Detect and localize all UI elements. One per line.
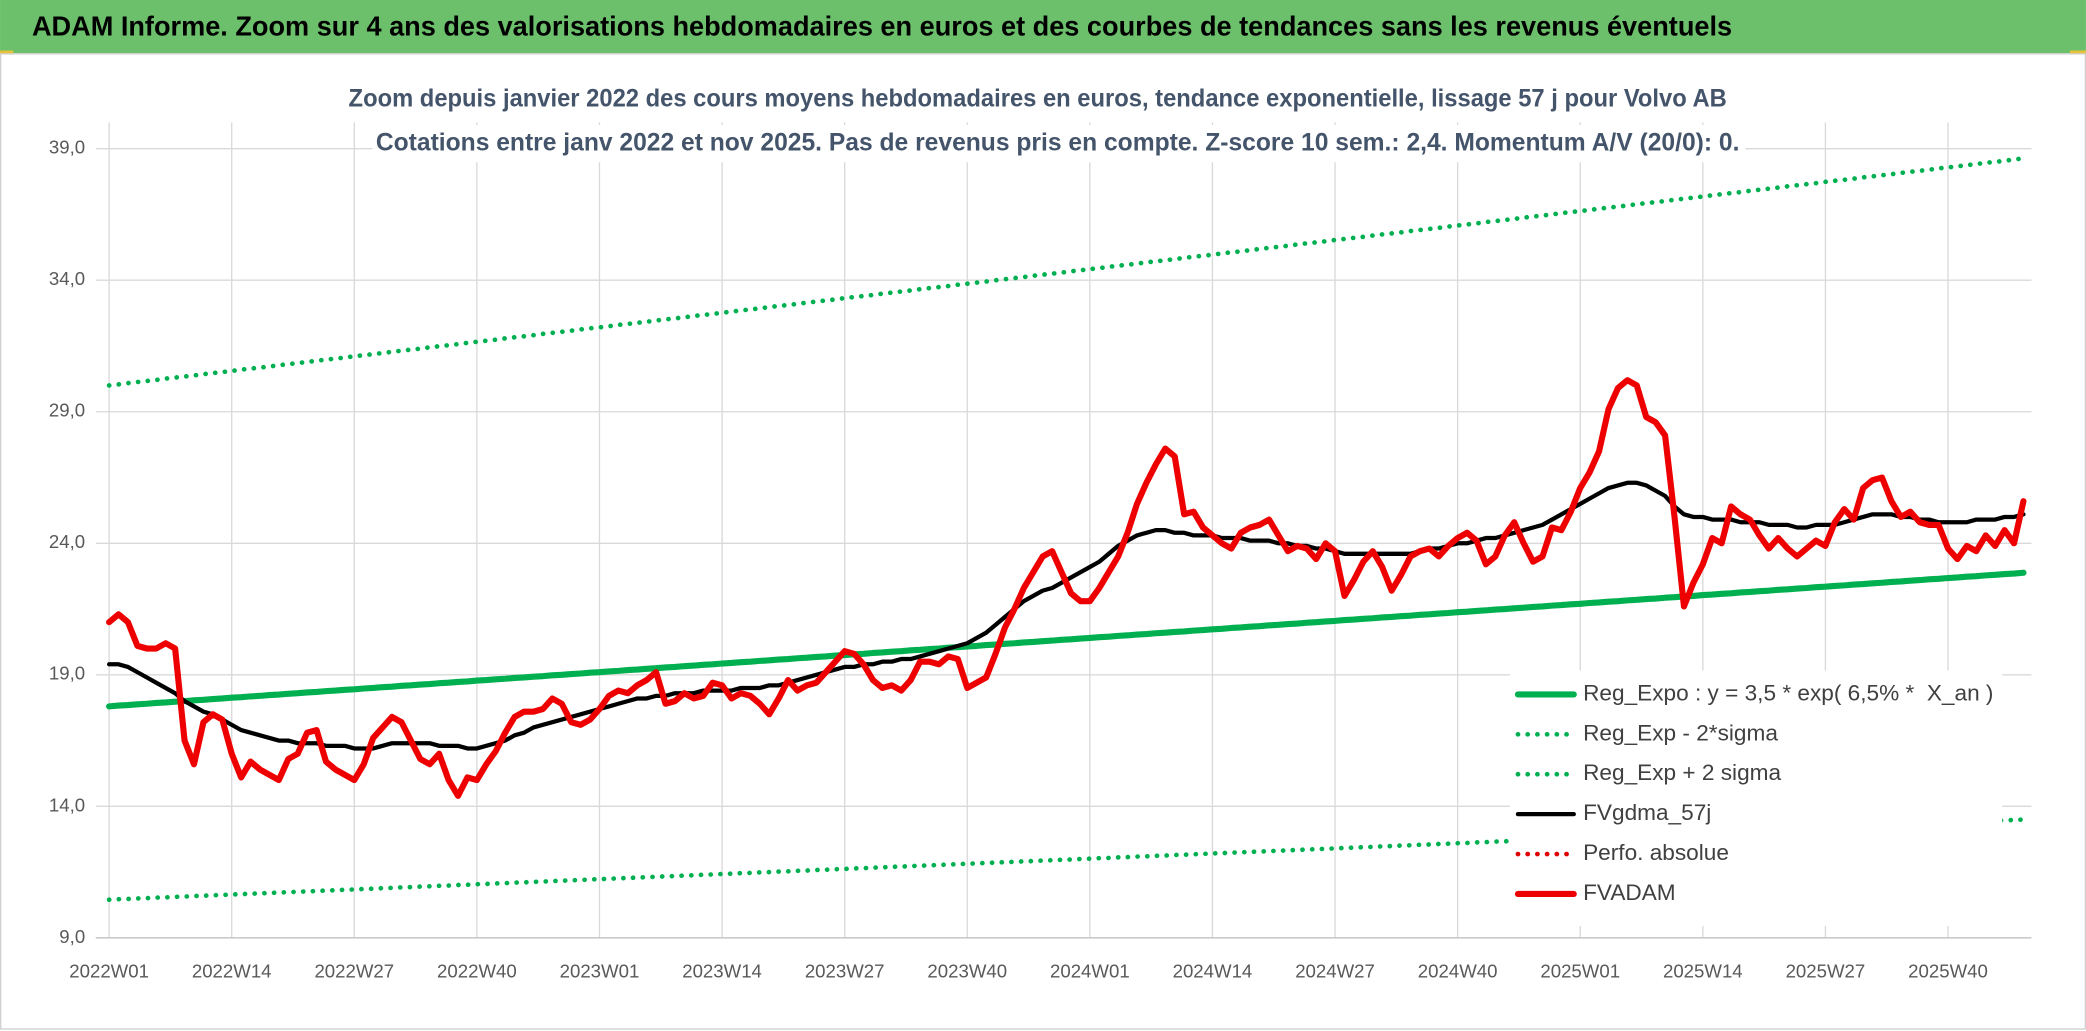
legend-label: Reg_Exp - 2*sigma xyxy=(1583,720,1778,745)
series-line xyxy=(106,377,2027,799)
legend-background xyxy=(1509,670,2003,926)
x-tick-label: 2022W27 xyxy=(314,960,394,981)
y-tick-label: 39,0 xyxy=(49,137,85,158)
series-line xyxy=(106,817,2026,903)
legend-label: FVgdma_57j xyxy=(1583,800,1711,825)
x-tick-label: 2022W01 xyxy=(69,960,149,981)
chart-frame xyxy=(0,53,2086,1030)
header-title: ADAM Informe. Zoom sur 4 ans des valoris… xyxy=(32,10,1732,41)
header-band xyxy=(0,0,2086,54)
series-line xyxy=(106,569,2027,710)
legend-label: Reg_Exp + 2 sigma xyxy=(1583,760,1781,785)
x-tick-label: 2023W27 xyxy=(805,960,885,981)
x-tick-label: 2023W14 xyxy=(682,960,762,981)
chart-title: Zoom depuis janvier 2022 des cours moyen… xyxy=(349,84,1727,112)
x-tick-label: 2023W40 xyxy=(927,960,1007,981)
x-tick-label: 2024W27 xyxy=(1295,960,1375,981)
x-tick-label: 2025W27 xyxy=(1786,960,1866,981)
x-tick-label: 2022W14 xyxy=(192,960,272,981)
series-line xyxy=(106,156,2026,388)
y-tick-label: 9,0 xyxy=(59,926,85,947)
x-tick-label: 2024W14 xyxy=(1173,960,1253,981)
y-tick-label: 34,0 xyxy=(49,268,85,289)
legend: Reg_Expo : y = 3,5 * exp( 6,5% * X_an ) R… xyxy=(1509,670,2003,926)
header-accent xyxy=(2070,50,2086,55)
x-tick-label: 2022W40 xyxy=(437,960,517,981)
x-tick-label: 2025W40 xyxy=(1908,960,1988,981)
chart-subtitle: Cotations entre janv 2022 et nov 2025. P… xyxy=(376,128,1740,156)
header-accent xyxy=(0,50,14,55)
subtitle-background xyxy=(372,125,1746,163)
y-tick-label: 24,0 xyxy=(49,531,85,552)
x-tick-label: 2025W01 xyxy=(1540,960,1620,981)
legend-label: Perfo. absolue xyxy=(1583,840,1729,865)
x-tick-label: 2024W40 xyxy=(1418,960,1498,981)
y-tick-label: 19,0 xyxy=(49,663,85,684)
y-tick-label: 29,0 xyxy=(49,400,85,421)
x-tick-label: 2025W14 xyxy=(1663,960,1743,981)
x-tick-label: 2023W01 xyxy=(560,960,640,981)
legend-label: FVADAM xyxy=(1583,880,1676,905)
legend-label: Reg_Expo : y = 3,5 * exp( 6,5% * X_an ) xyxy=(1583,680,1993,705)
x-tick-label: 2024W01 xyxy=(1050,960,1130,981)
y-tick-label: 14,0 xyxy=(49,794,85,815)
